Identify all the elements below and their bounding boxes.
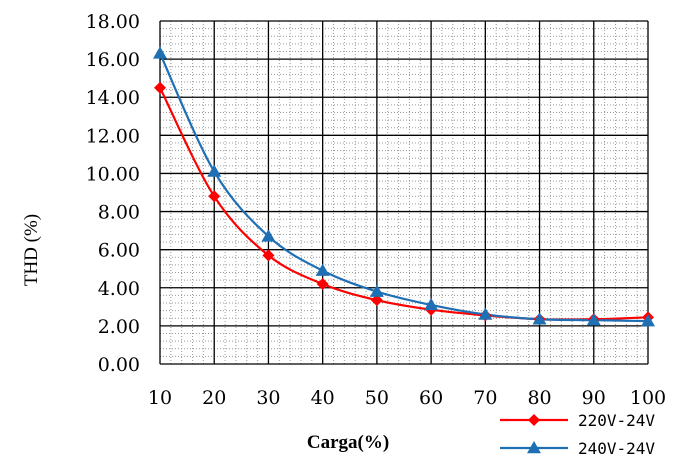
x-tick-label: 70 (473, 387, 497, 409)
data-point-triangle (315, 263, 330, 276)
y-axis-title: THD (%) (21, 214, 42, 286)
major-grid (159, 20, 649, 365)
data-point-triangle (207, 164, 222, 177)
y-tick-label: 6.00 (98, 240, 140, 262)
y-tick-label: 2.00 (98, 316, 140, 338)
legend: 220V-24V 240V-24V (500, 411, 655, 458)
markers-240V-24V (153, 46, 655, 327)
x-tick-label: 60 (419, 387, 443, 409)
x-tick-label: 30 (256, 387, 280, 409)
data-point-triangle (424, 297, 439, 311)
y-tick-label: 0.00 (98, 354, 140, 376)
data-point-diamond (370, 294, 383, 307)
y-tick-label: 16.00 (86, 49, 140, 71)
x-tick-label: 20 (202, 387, 226, 409)
data-point-triangle (261, 229, 276, 242)
x-tick-label: 90 (582, 387, 606, 409)
x-axis-ticks: 10 20 30 40 50 60 70 80 90 100 (148, 387, 666, 409)
data-point-triangle (532, 312, 547, 325)
y-tick-label: 14.00 (86, 87, 140, 109)
x-tick-label: 10 (148, 387, 172, 409)
y-tick-label: 10.00 (86, 163, 140, 185)
data-point-triangle (527, 441, 541, 454)
y-tick-label: 12.00 (86, 125, 140, 147)
data-point-diamond (316, 277, 329, 290)
minor-grid (160, 21, 648, 364)
series-line (159, 52, 649, 323)
y-axis-ticks: 0.00 2.00 4.00 6.00 8.00 10.00 12.00 14.00 16.00… (86, 11, 140, 376)
data-point-diamond (208, 190, 221, 203)
data-point-diamond (262, 249, 275, 262)
data-point-triangle (369, 284, 384, 297)
y-tick-label: 18.00 (86, 11, 140, 33)
series-layer (153, 46, 655, 327)
data-point-diamond (528, 414, 540, 426)
x-tick-label: 80 (527, 387, 551, 409)
data-point-triangle (478, 307, 493, 320)
legend-label: 220V-24V (578, 411, 655, 430)
x-tick-label: 100 (630, 387, 666, 409)
data-point-diamond (154, 81, 166, 94)
data-point-triangle (586, 313, 601, 326)
data-point-triangle (153, 46, 167, 59)
legend-label: 240V-24V (578, 439, 655, 458)
y-tick-label: 4.00 (98, 278, 140, 300)
data-point-triangle (641, 314, 655, 327)
x-tick-label: 40 (311, 387, 335, 409)
x-axis-title: Carga(%) (307, 432, 389, 453)
series-240V-24V (159, 52, 649, 323)
x-tick-label: 50 (365, 387, 389, 409)
y-tick-label: 8.00 (98, 202, 140, 224)
